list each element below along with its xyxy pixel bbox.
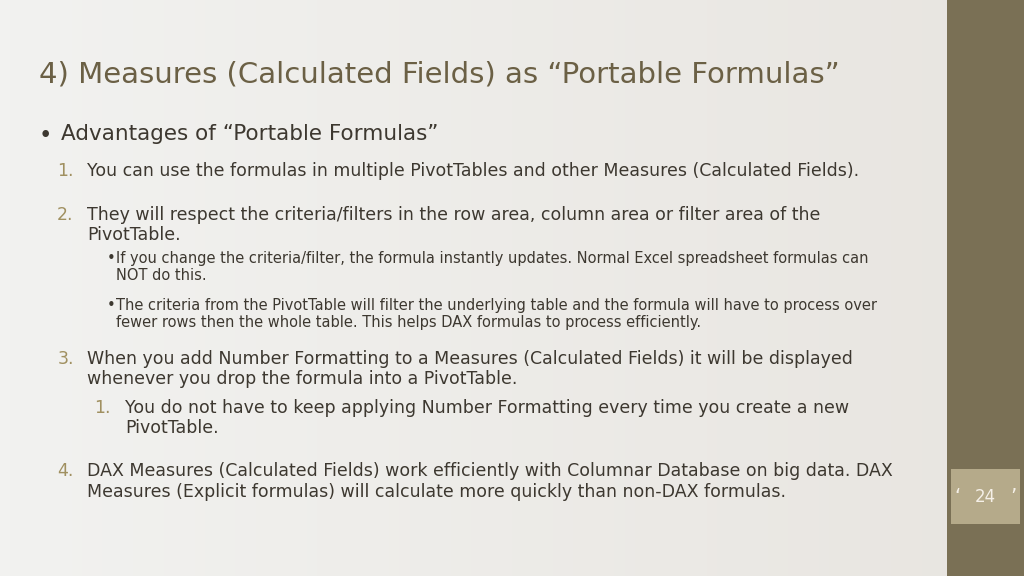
Text: •: • bbox=[106, 298, 116, 313]
Text: Advantages of “Portable Formulas”: Advantages of “Portable Formulas” bbox=[61, 124, 439, 144]
Text: 1.: 1. bbox=[94, 399, 111, 416]
Text: You can use the formulas in multiple PivotTables and other Measures (Calculated : You can use the formulas in multiple Piv… bbox=[87, 162, 859, 180]
Text: They will respect the criteria/filters in the row area, column area or filter ar: They will respect the criteria/filters i… bbox=[87, 206, 820, 244]
Text: You do not have to keep applying Number Formatting every time you create a new
P: You do not have to keep applying Number … bbox=[125, 399, 849, 437]
Text: DAX Measures (Calculated Fields) work efficiently with Columnar Database on big : DAX Measures (Calculated Fields) work ef… bbox=[87, 462, 893, 501]
Text: •: • bbox=[106, 251, 116, 266]
Text: 4.: 4. bbox=[57, 462, 74, 480]
Text: 24: 24 bbox=[975, 488, 996, 506]
FancyBboxPatch shape bbox=[951, 469, 1020, 524]
Text: If you change the criteria/filter, the formula instantly updates. Normal Excel s: If you change the criteria/filter, the f… bbox=[116, 251, 868, 283]
Text: 1.: 1. bbox=[57, 162, 74, 180]
Text: The criteria from the PivotTable will filter the underlying table and the formul: The criteria from the PivotTable will fi… bbox=[116, 298, 877, 330]
Text: 2.: 2. bbox=[57, 206, 74, 223]
Text: 4) Measures (Calculated Fields) as “Portable Formulas”: 4) Measures (Calculated Fields) as “Port… bbox=[39, 60, 840, 89]
Text: 3.: 3. bbox=[57, 350, 74, 367]
Text: ‘: ‘ bbox=[954, 487, 961, 506]
Text: ’: ’ bbox=[1011, 487, 1017, 506]
FancyBboxPatch shape bbox=[947, 0, 1024, 576]
Text: When you add Number Formatting to a Measures (Calculated Fields) it will be disp: When you add Number Formatting to a Meas… bbox=[87, 350, 853, 388]
Text: •: • bbox=[39, 124, 52, 147]
